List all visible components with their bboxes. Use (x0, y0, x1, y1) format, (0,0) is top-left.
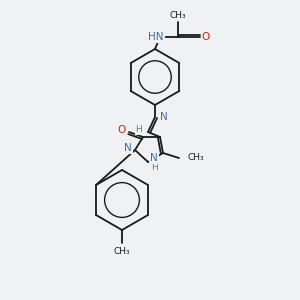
Text: H: H (152, 164, 158, 172)
Text: O: O (118, 125, 126, 135)
Text: HN: HN (148, 32, 164, 42)
Text: CH₃: CH₃ (170, 11, 186, 20)
Text: CH₃: CH₃ (188, 154, 205, 163)
Text: O: O (202, 32, 210, 42)
Text: N: N (150, 153, 158, 163)
Text: H: H (136, 125, 142, 134)
Text: N: N (124, 143, 132, 153)
Text: CH₃: CH₃ (114, 247, 130, 256)
Text: N: N (160, 112, 168, 122)
